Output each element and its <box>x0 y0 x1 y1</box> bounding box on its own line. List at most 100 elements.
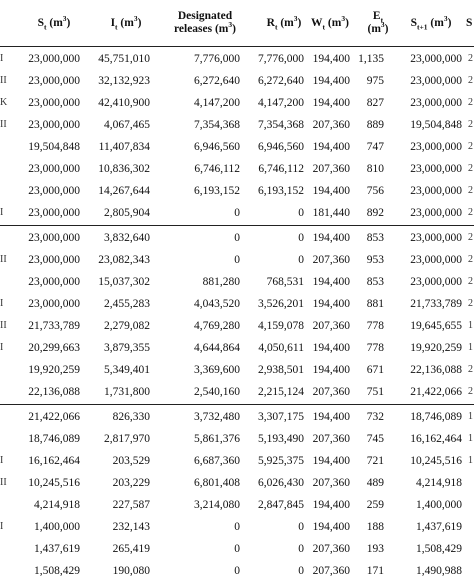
cell-evaporation: 745 <box>366 433 384 445</box>
cell-truncated: 1 <box>468 433 473 444</box>
table-row: 4,214,918 227,587 3,214,080 2,847,845 194,40… <box>0 494 474 516</box>
cell-withdrawal: 207,360 <box>312 163 350 175</box>
cell-inflow: 2,455,283 <box>104 298 150 310</box>
cell-withdrawal: 207,360 <box>312 543 350 555</box>
table-row: II 23,000,000 4,067,465 7,354,368 7,354,368 2… <box>0 114 474 136</box>
cell-designated-releases: 6,801,408 <box>194 477 240 489</box>
cell-designated-releases: 6,746,112 <box>194 163 240 175</box>
row-month-label <box>0 494 14 516</box>
row-month-label <box>0 136 14 158</box>
cell-withdrawal: 194,400 <box>312 141 350 153</box>
header-truncated: S <box>466 16 473 29</box>
cell-storage: 1,508,429 <box>34 565 80 577</box>
row-month-label <box>0 406 14 428</box>
cell-truncated <box>468 494 474 516</box>
cell-inflow: 3,832,640 <box>104 232 150 244</box>
cell-withdrawal: 194,400 <box>312 521 350 533</box>
cell-inflow: 45,751,010 <box>98 53 150 65</box>
header-release: Rt (m3) <box>266 13 302 31</box>
cell-truncated: 1 <box>468 455 473 466</box>
cell-evaporation: 747 <box>366 141 384 153</box>
cell-next-storage: 23,000,000 <box>410 185 462 197</box>
cell-release: 6,746,112 <box>258 163 304 175</box>
cell-next-storage: 23,000,000 <box>410 276 462 288</box>
cell-storage: 18,746,089 <box>28 433 80 445</box>
cell-release: 6,946,560 <box>258 141 304 153</box>
header-next-storage: St+1 (m3) <box>410 13 452 31</box>
cell-storage: 21,422,066 <box>28 411 80 423</box>
table-header: St (m3) It (m3) Designated releases (m3) … <box>0 0 474 46</box>
row-month-label: II <box>0 477 7 488</box>
cell-next-storage: 4,214,918 <box>416 477 462 489</box>
row-month-label: I <box>0 298 4 309</box>
group-divider <box>0 225 474 226</box>
cell-release: 0 <box>298 543 304 555</box>
cell-designated-releases: 0 <box>234 207 240 219</box>
row-month-label: I <box>0 342 4 353</box>
cell-storage: 23,000,000 <box>28 298 80 310</box>
cell-truncated: 2 <box>468 97 473 108</box>
cell-release: 5,193,490 <box>258 433 304 445</box>
cell-storage: 23,000,000 <box>28 163 80 175</box>
header-rule <box>0 46 474 47</box>
cell-inflow: 1,731,800 <box>104 386 150 398</box>
cell-release: 0 <box>298 521 304 533</box>
cell-storage: 19,504,848 <box>28 141 80 153</box>
row-month-label <box>0 180 14 202</box>
cell-storage: 21,733,789 <box>28 320 80 332</box>
cell-next-storage: 21,422,066 <box>410 386 462 398</box>
cell-next-storage: 23,000,000 <box>410 53 462 65</box>
cell-designated-releases: 6,193,152 <box>194 185 240 197</box>
row-month-label: II <box>0 320 7 331</box>
cell-designated-releases: 3,369,600 <box>194 364 240 376</box>
table-row: II 23,000,000 23,082,343 0 0 207,360 953 23,000… <box>0 249 474 271</box>
cell-next-storage: 1,490,988 <box>416 565 462 577</box>
cell-withdrawal: 194,400 <box>312 411 350 423</box>
cell-evaporation: 671 <box>366 364 384 376</box>
cell-evaporation: 827 <box>366 97 384 109</box>
cell-inflow: 14,267,644 <box>98 185 150 197</box>
table-row: 1,437,619 265,419 0 0 207,360 193 1,508,429 <box>0 538 474 560</box>
cell-designated-releases: 0 <box>234 521 240 533</box>
cell-next-storage: 18,746,089 <box>410 411 462 423</box>
cell-designated-releases: 2,540,160 <box>194 386 240 398</box>
row-month-label: I <box>0 207 4 218</box>
cell-evaporation: 193 <box>366 543 384 555</box>
table-row: K 23,000,000 42,410,900 4,147,200 4,147,200 1… <box>0 92 474 114</box>
cell-inflow: 3,879,355 <box>104 342 150 354</box>
cell-inflow: 2,279,082 <box>104 320 150 332</box>
cell-truncated: 1 <box>468 320 473 331</box>
cell-inflow: 826,330 <box>112 411 150 423</box>
cell-storage: 4,214,918 <box>34 499 80 511</box>
cell-designated-releases: 4,644,864 <box>194 342 240 354</box>
cell-inflow: 203,229 <box>112 477 150 489</box>
table-row: I 23,000,000 2,805,904 0 0 181,440 892 23,000,0… <box>0 202 474 224</box>
cell-truncated <box>468 472 474 494</box>
cell-truncated: 2 <box>468 364 473 375</box>
cell-truncated: 1 <box>468 411 473 422</box>
row-month-label: I <box>0 455 4 466</box>
cell-designated-releases: 4,043,520 <box>194 298 240 310</box>
table-row: 19,920,259 5,349,401 3,369,600 2,938,501 194… <box>0 359 474 381</box>
cell-next-storage: 1,437,619 <box>416 521 462 533</box>
cell-next-storage: 21,733,789 <box>410 298 462 310</box>
cell-release: 4,159,078 <box>258 320 304 332</box>
cell-truncated <box>468 560 474 582</box>
cell-evaporation: 259 <box>366 499 384 511</box>
cell-withdrawal: 194,400 <box>312 276 350 288</box>
table-row: I 20,299,663 3,879,355 4,644,864 4,050,611 19… <box>0 337 474 359</box>
cell-withdrawal: 207,360 <box>312 433 350 445</box>
header-storage: St (m3) <box>37 13 71 31</box>
cell-release: 5,925,375 <box>258 455 304 467</box>
cell-withdrawal: 194,400 <box>312 455 350 467</box>
cell-storage: 10,245,516 <box>28 477 80 489</box>
cell-inflow: 2,817,970 <box>104 433 150 445</box>
table-row: 21,422,066 826,330 3,732,480 3,307,175 194,4… <box>0 406 474 428</box>
cell-evaporation: 778 <box>366 320 384 332</box>
row-month-label: II <box>0 119 7 130</box>
cell-release: 0 <box>298 565 304 577</box>
cell-next-storage: 23,000,000 <box>410 254 462 266</box>
cell-evaporation: 853 <box>366 276 384 288</box>
cell-next-storage: 10,245,516 <box>410 455 462 467</box>
cell-release: 4,050,611 <box>258 342 304 354</box>
